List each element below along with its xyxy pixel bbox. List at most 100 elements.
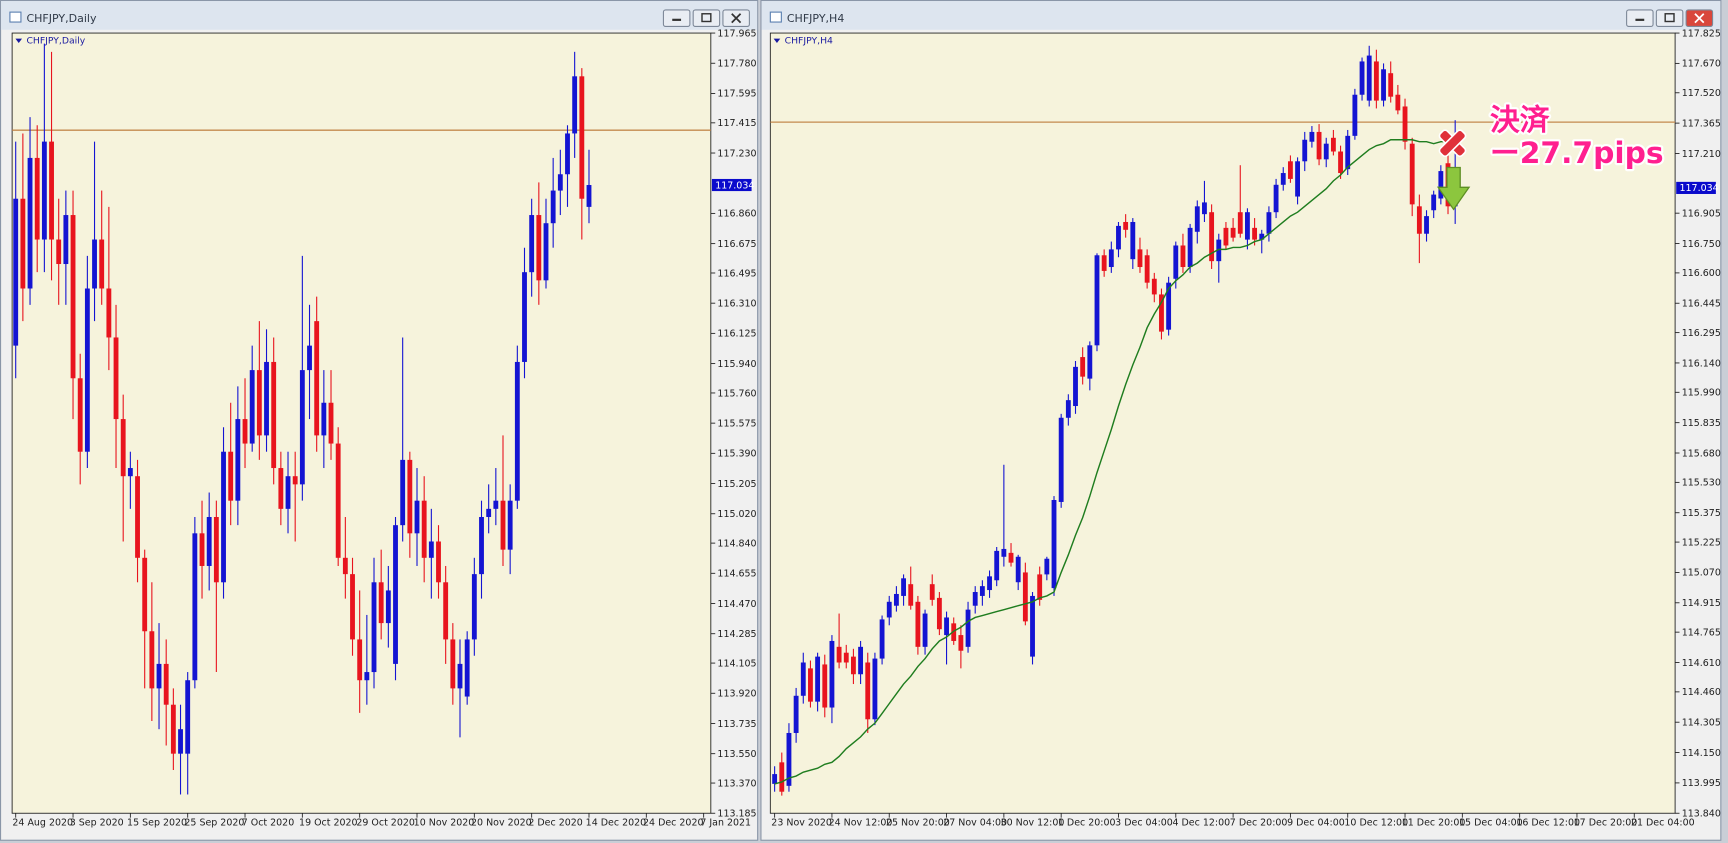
y-tick-label: 115.940 (717, 359, 756, 370)
candle-body (536, 215, 542, 281)
candle-body (987, 576, 992, 591)
candle-body (1273, 184, 1279, 213)
candle-body (285, 476, 291, 509)
candle-body (779, 762, 785, 792)
candle-body (951, 623, 957, 641)
candle-body (170, 704, 176, 754)
candle-body (922, 613, 928, 647)
candle-body (357, 639, 363, 681)
candle-body (936, 597, 942, 630)
price-label-box (1676, 181, 1716, 194)
x-tick-label: 7 Dec 20:00 (1230, 817, 1288, 828)
candle-body (464, 639, 470, 697)
y-tick-label: 114.470 (717, 599, 756, 610)
candle-body (20, 198, 26, 289)
candle-body (328, 402, 334, 444)
candle-body (958, 635, 964, 651)
x-tick-label: 9 Dec 04:00 (1287, 817, 1345, 828)
window-min-button[interactable] (662, 9, 691, 27)
candle-body (1094, 255, 1100, 346)
chart-symbol: CHFJPY,Daily (26, 36, 85, 47)
y-tick-label: 115.575 (717, 418, 756, 429)
candle-body (972, 592, 978, 606)
candle-body (371, 582, 377, 673)
candle-body (1438, 171, 1444, 199)
candle-body (113, 337, 119, 420)
candle-body (1373, 61, 1379, 101)
candle-body (1409, 143, 1415, 205)
y-tick-label: 116.445 (1682, 299, 1721, 310)
x-tick-label: 15 Sep 2020 (127, 817, 187, 828)
chart-area (11, 32, 712, 814)
candle-body (314, 321, 320, 436)
x-tick-label: 7 Oct 2020 (242, 817, 295, 828)
moving-average (774, 139, 1456, 785)
candle-body (149, 631, 155, 689)
candle-body (428, 541, 434, 558)
y-tick-label: 113.920 (717, 689, 756, 700)
candle-body (106, 288, 112, 338)
candle-body (786, 732, 792, 786)
candle-body (471, 574, 477, 640)
candle-body (851, 656, 856, 675)
candle-body (1073, 366, 1078, 407)
x-tick-label: 1 Dec 20:00 (1058, 817, 1116, 828)
candle-body (213, 517, 219, 583)
x-tick-label: 3 Dec 04:00 (1115, 817, 1173, 828)
candle-body (1187, 227, 1193, 268)
candle-body (1130, 221, 1136, 260)
candle-body (1166, 282, 1172, 330)
candle-body (1080, 357, 1086, 377)
y-tick-label: 114.915 (1682, 598, 1721, 609)
candle-body (228, 451, 234, 501)
candle-body (414, 500, 420, 534)
x-tick-label: 16 Dec 12:00 (1516, 817, 1580, 828)
window-restore-button[interactable] (1655, 9, 1684, 27)
candle-body (1209, 212, 1215, 262)
candle-body (486, 508, 492, 518)
candle-body (443, 582, 449, 640)
x-tick-label: 27 Nov 04:00 (943, 817, 1007, 828)
candle-body (56, 239, 62, 265)
x-tick-label: 19 Oct 2020 (299, 817, 358, 828)
candle-body (199, 533, 205, 566)
title-bar (761, 1, 1721, 30)
candle-body (249, 370, 255, 444)
close-icon (1438, 129, 1467, 158)
x-tick-label: 23 Nov 2020 (771, 817, 832, 828)
candle-body (944, 617, 949, 636)
candle-body (385, 590, 391, 624)
candle-body (1216, 239, 1222, 262)
x-tick-label: 17 Dec 20:00 (1574, 817, 1638, 828)
candle-body (156, 663, 162, 689)
window-min-button[interactable] (1626, 9, 1654, 27)
chart-area (769, 32, 1676, 814)
candle-body (522, 272, 527, 362)
x-tick-label: 11 Dec 20:00 (1402, 817, 1466, 828)
window-restore-button[interactable] (692, 9, 721, 27)
candle-body (550, 190, 556, 224)
candle-body (1202, 202, 1207, 215)
y-tick-label: 115.680 (1682, 448, 1721, 459)
candle-body (1022, 572, 1028, 622)
window-title: CHFJPY,H4 (787, 12, 844, 25)
y-tick-label: 113.550 (717, 749, 756, 760)
candle-body (1388, 73, 1394, 97)
candle-body (1302, 139, 1308, 162)
candle-body (307, 345, 312, 371)
candle-body (436, 541, 441, 583)
candle-body (84, 288, 90, 452)
candle-body (1309, 131, 1315, 142)
candle-body (135, 476, 140, 558)
candle-body (529, 215, 535, 273)
annotation-text: ー27.7pips (1490, 136, 1664, 171)
y-tick-label: 114.150 (1682, 748, 1721, 759)
chart-symbol: CHFJPY,H4 (785, 36, 833, 47)
candle-body (879, 619, 885, 659)
y-tick-label: 117.210 (1682, 149, 1721, 160)
y-tick-label: 114.655 (717, 569, 756, 580)
y-tick-label: 113.995 (1682, 778, 1721, 789)
candle-body (1030, 595, 1035, 657)
y-tick-label: 115.760 (717, 388, 756, 399)
x-tick-label: 25 Nov 20:00 (886, 817, 950, 828)
